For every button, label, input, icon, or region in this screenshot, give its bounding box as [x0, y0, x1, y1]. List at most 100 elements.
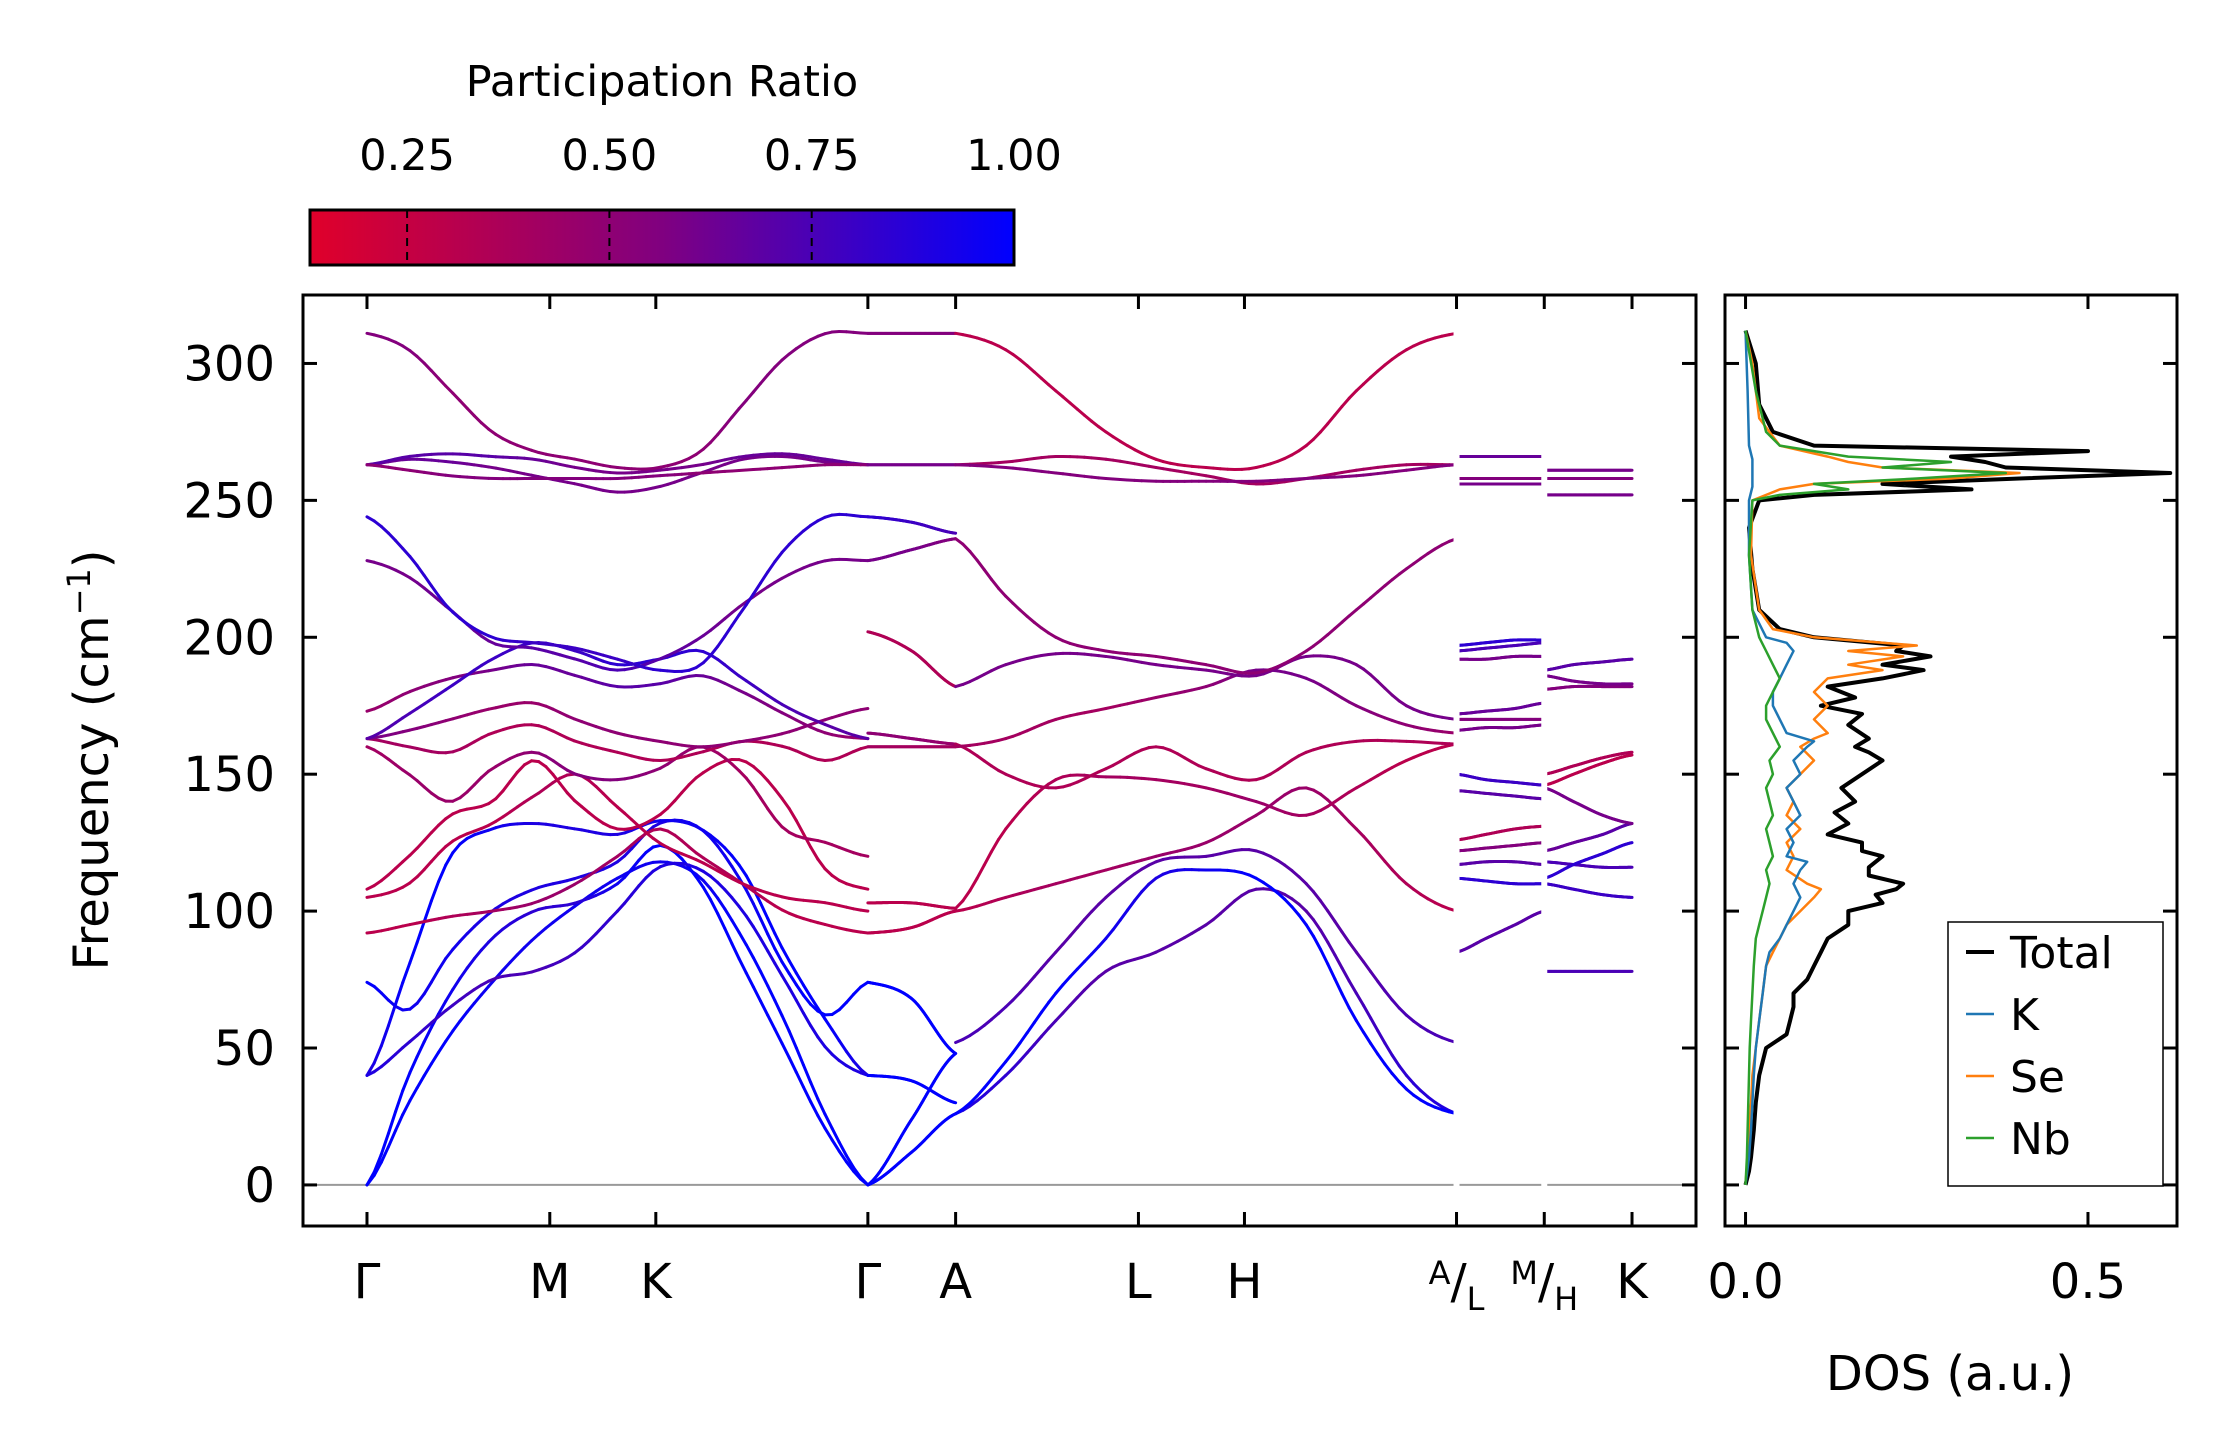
branch-piece [1319, 928, 1330, 944]
branch-piece [751, 925, 763, 941]
branch-piece [859, 853, 870, 858]
branch-piece [1118, 908, 1129, 922]
phonon-branches [365, 330, 1634, 1187]
branch-piece [780, 974, 791, 990]
branch-piece [451, 1019, 462, 1033]
branch-piece [730, 942, 741, 961]
branch-piece [801, 993, 813, 1006]
branch-piece [780, 542, 791, 554]
branch-piece [458, 1010, 469, 1023]
branch-piece [444, 839, 455, 849]
colorbar: Participation Ratio 0.25 0.50 0.75 1.00 [308, 57, 1062, 267]
phonon-branch [365, 861, 870, 1077]
branch-piece [809, 845, 820, 861]
branch-piece [954, 899, 965, 910]
branch-piece [587, 932, 598, 943]
phonon-branch [954, 786, 1459, 913]
branch-piece [759, 917, 770, 936]
branch-piece [401, 853, 412, 864]
branch-piece [465, 925, 476, 936]
phonon-branch [1542, 821, 1634, 853]
branch-piece [1311, 918, 1323, 932]
branch-piece [759, 570, 770, 585]
branch-piece [1283, 863, 1294, 873]
branch-piece [1297, 913, 1308, 927]
branch-piece [1111, 918, 1122, 932]
branch-piece [961, 889, 972, 903]
branch-piece [801, 832, 813, 849]
branch-piece [780, 825, 791, 834]
branch-piece [408, 846, 419, 857]
branch-piece [458, 836, 469, 846]
branch-piece [859, 735, 870, 741]
phonon-branch [866, 900, 958, 910]
branch-piece [961, 1101, 972, 1111]
branch-piece [1226, 899, 1237, 909]
phonon-branch [1455, 638, 1546, 647]
branch-piece [751, 581, 763, 596]
branch-piece [809, 1080, 820, 1101]
branch-piece [372, 1152, 383, 1174]
branch-piece [415, 563, 426, 577]
branch-piece [1333, 977, 1344, 996]
branch-piece [1082, 413, 1094, 423]
branch-piece [737, 769, 748, 780]
branch-piece [1340, 396, 1351, 408]
branch-piece [673, 850, 684, 861]
branch-piece [716, 617, 727, 627]
branch-piece [1011, 601, 1022, 612]
colorbar-tick-label: 0.75 [764, 131, 860, 181]
branch-piece [737, 603, 748, 617]
branch-piece [1390, 1072, 1401, 1084]
branch-piece [444, 603, 455, 614]
branch-piece [1326, 909, 1337, 923]
branch-piece [1032, 787, 1043, 798]
branch-piece [809, 995, 820, 1010]
branch-piece [437, 594, 448, 607]
branch-piece [372, 1044, 383, 1065]
branch-piece [408, 349, 419, 358]
branch-piece [708, 898, 720, 915]
branch-piece [623, 847, 634, 858]
branch-piece [587, 811, 598, 820]
branch-piece [673, 833, 684, 843]
branch-piece [1376, 679, 1387, 690]
branch-piece [472, 414, 483, 425]
phonon-branch [365, 463, 870, 481]
colorbar-title: Participation Ratio [466, 57, 859, 107]
branch-piece [1333, 404, 1344, 417]
branch-piece [437, 817, 448, 827]
branch-piece [1290, 869, 1301, 879]
branch-piece [751, 381, 763, 394]
branch-piece [394, 1046, 405, 1056]
branch-piece [637, 850, 648, 862]
colorbar-tick-label: 1.00 [966, 131, 1062, 181]
branch-piece [687, 845, 698, 855]
branch-piece [766, 560, 777, 574]
branch-piece [1133, 890, 1144, 903]
branch-piece [415, 920, 426, 945]
branch-piece [830, 1052, 841, 1063]
branch-piece [823, 1045, 834, 1056]
branch-piece [759, 999, 770, 1017]
phonon-branch [365, 827, 870, 935]
branch-piece [997, 586, 1008, 598]
branch-piece [773, 817, 784, 829]
colorbar-gradient [308, 208, 1016, 267]
branch-piece [429, 592, 441, 602]
branch-piece [701, 879, 712, 891]
branch-piece [773, 787, 784, 800]
branch-piece [1361, 596, 1373, 606]
branch-piece [794, 998, 805, 1015]
branch-piece [1068, 996, 1079, 1007]
branch-piece [1333, 953, 1344, 970]
branch-piece [1361, 375, 1373, 386]
branch-piece [444, 384, 455, 395]
branch-piece [716, 844, 727, 858]
branch-piece [1011, 1041, 1022, 1055]
branch-piece [451, 976, 462, 991]
branch-piece [989, 837, 1001, 854]
phonon-branch [1455, 909, 1546, 954]
branch-piece [601, 791, 612, 803]
branch-piece [437, 999, 448, 1016]
